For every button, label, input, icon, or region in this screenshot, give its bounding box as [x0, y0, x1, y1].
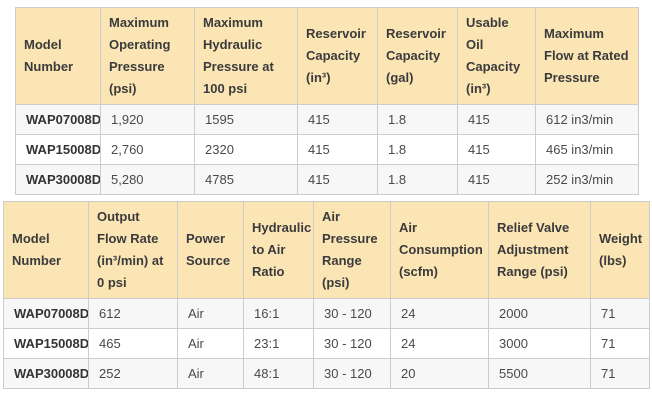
column-header-air-consumption: Air Consumption (scfm) — [390, 201, 489, 299]
model-cell: WAP30008D — [3, 358, 89, 389]
column-header-reservoir-capacity-gal: Reservoir Capacity (gal) — [377, 7, 458, 105]
data-cell: Air — [177, 358, 244, 389]
data-cell: 465 in3/min — [535, 134, 639, 165]
data-cell: 71 — [590, 328, 650, 359]
data-cell: 415 — [457, 164, 536, 195]
data-cell: 252 — [88, 358, 178, 389]
column-header-model-number: Model Number — [3, 201, 89, 299]
column-header-output-flow-rate: Output Flow Rate (in³/min) at 0 psi — [88, 201, 178, 299]
data-cell: 3000 — [488, 328, 591, 359]
model-cell: WAP30008D — [15, 164, 101, 195]
air-drive-spec-table: Model Number Output Flow Rate (in³/min) … — [3, 201, 650, 389]
data-cell: 2,760 — [100, 134, 195, 165]
data-cell: 612 — [88, 298, 178, 329]
data-cell: 4785 — [194, 164, 298, 195]
data-cell: 5,280 — [100, 164, 195, 195]
model-cell: WAP15008D — [15, 134, 101, 165]
header-row: Model Number Output Flow Rate (in³/min) … — [3, 201, 650, 299]
model-cell: WAP07008D — [3, 298, 89, 329]
data-cell: 30 - 120 — [313, 358, 391, 389]
column-header-weight: Weight (lbs) — [590, 201, 650, 299]
model-cell: WAP15008D — [3, 328, 89, 359]
column-header-reservoir-capacity-in3: Reservoir Capacity (in³) — [297, 7, 378, 105]
data-cell: 5500 — [488, 358, 591, 389]
data-cell: 30 - 120 — [313, 298, 391, 329]
data-cell: 415 — [297, 164, 378, 195]
data-cell: 612 in3/min — [535, 104, 639, 135]
data-cell: 16:1 — [243, 298, 314, 329]
data-cell: 1,920 — [100, 104, 195, 135]
table-row: WAP07008D 612 Air 16:1 30 - 120 24 2000 … — [3, 298, 650, 329]
table-row: WAP07008D 1,920 1595 415 1.8 415 612 in3… — [15, 104, 639, 135]
table-row: WAP30008D 252 Air 48:1 30 - 120 20 5500 … — [3, 358, 650, 389]
maximum-pressure-flow-table: Model Number Maximum Operating Pressure … — [15, 7, 639, 195]
column-header-usable-oil-capacity: Usable Oil Capacity (in³) — [457, 7, 536, 105]
table-row: WAP15008D 2,760 2320 415 1.8 415 465 in3… — [15, 134, 639, 165]
data-cell: 23:1 — [243, 328, 314, 359]
table-row: WAP15008D 465 Air 23:1 30 - 120 24 3000 … — [3, 328, 650, 359]
data-cell: 2320 — [194, 134, 298, 165]
data-cell: Air — [177, 298, 244, 329]
data-cell: 30 - 120 — [313, 328, 391, 359]
data-cell: 1.8 — [377, 104, 458, 135]
column-header-power-source: Power Source — [177, 201, 244, 299]
data-cell: 71 — [590, 358, 650, 389]
column-header-hydraulic-air-ratio: Hydraulic to Air Ratio — [243, 201, 314, 299]
data-cell: 1595 — [194, 104, 298, 135]
header-row: Model Number Maximum Operating Pressure … — [15, 7, 639, 105]
data-cell: 415 — [457, 134, 536, 165]
data-cell: 415 — [297, 104, 378, 135]
data-cell: 24 — [390, 328, 489, 359]
data-cell: 24 — [390, 298, 489, 329]
column-header-air-pressure-range: Air Pressure Range (psi) — [313, 201, 391, 299]
column-header-max-hydraulic-pressure: Maximum Hydraulic Pressure at 100 psi — [194, 7, 298, 105]
data-cell: 252 in3/min — [535, 164, 639, 195]
data-cell: 415 — [457, 104, 536, 135]
data-cell: Air — [177, 328, 244, 359]
data-cell: 1.8 — [377, 164, 458, 195]
data-cell: 2000 — [488, 298, 591, 329]
table-row: WAP30008D 5,280 4785 415 1.8 415 252 in3… — [15, 164, 639, 195]
column-header-model-number: Model Number — [15, 7, 101, 105]
model-cell: WAP07008D — [15, 104, 101, 135]
data-cell: 48:1 — [243, 358, 314, 389]
column-header-max-operating-pressure: Maximum Operating Pressure (psi) — [100, 7, 195, 105]
data-cell: 71 — [590, 298, 650, 329]
data-cell: 465 — [88, 328, 178, 359]
data-cell: 1.8 — [377, 134, 458, 165]
column-header-max-flow: Maximum Flow at Rated Pressure — [535, 7, 639, 105]
column-header-relief-valve-range: Relief Valve Adjustment Range (psi) — [488, 201, 591, 299]
data-cell: 20 — [390, 358, 489, 389]
data-cell: 415 — [297, 134, 378, 165]
